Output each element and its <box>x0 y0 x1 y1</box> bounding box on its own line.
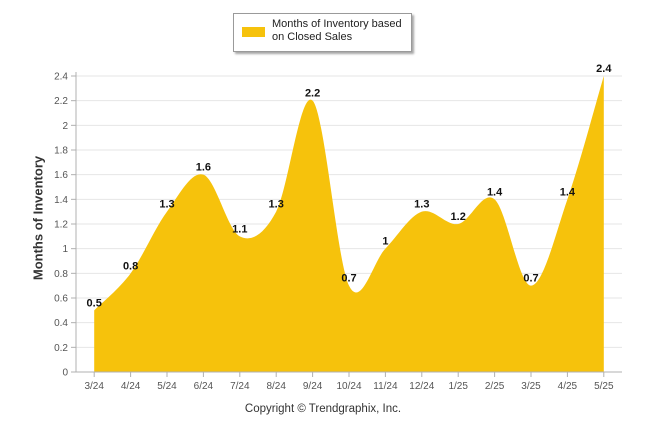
legend-swatch <box>242 27 265 37</box>
y-tick-label: 0.8 <box>54 269 68 280</box>
x-tick-label: 4/25 <box>558 381 578 392</box>
x-tick-label: 6/24 <box>194 381 214 392</box>
x-tick-label: 2/25 <box>485 381 505 392</box>
legend[interactable]: Months of Inventory based on Closed Sale… <box>233 13 412 52</box>
y-tick-label: 1.2 <box>54 220 68 231</box>
y-tick-label: 0 <box>62 368 68 379</box>
y-tick-label: 1 <box>62 244 68 255</box>
y-tick-label: 1.4 <box>54 195 68 206</box>
y-tick-label: 0.4 <box>54 318 68 329</box>
data-label: 0.8 <box>123 260 138 272</box>
copyright-footer: Copyright © Trendgraphix, Inc. <box>244 403 402 415</box>
x-tick-label: 1/25 <box>448 381 468 392</box>
data-label: 2.4 <box>596 63 612 75</box>
data-label: 0.7 <box>341 273 356 285</box>
x-tick-label: 8/24 <box>266 381 286 392</box>
legend-label: Months of Inventory based on Closed Sale… <box>272 18 402 43</box>
y-tick-labels: 0 0.2 0.4 0.6 0.8 1 1.2 1.4 1.6 1.8 2 2.2 2.4 <box>54 72 68 379</box>
y-tick-label: 2.2 <box>54 96 68 107</box>
y-tick-label: 0.6 <box>54 294 68 305</box>
x-tick-label: 9/24 <box>303 381 323 392</box>
x-tick-label: 7/24 <box>230 381 250 392</box>
data-label: 1.3 <box>269 199 284 211</box>
x-tick-label: 4/24 <box>121 381 141 392</box>
y-tick-label: 0.2 <box>54 343 68 354</box>
data-label: 1.1 <box>232 223 247 235</box>
data-label: 1.4 <box>560 186 576 198</box>
x-tick-label: 5/24 <box>157 381 177 392</box>
data-label: 0.7 <box>523 273 538 285</box>
data-label: 1.2 <box>451 211 466 223</box>
data-label: 2.2 <box>305 88 320 100</box>
y-tick-label: 1.6 <box>54 170 68 181</box>
x-tick-label: 12/24 <box>409 381 434 392</box>
x-tick-label: 3/25 <box>521 381 541 392</box>
x-tick-label: 10/24 <box>336 381 361 392</box>
y-axis-title: Months of Inventory <box>30 155 46 281</box>
data-labels: 0.5 0.8 1.3 1.6 1.1 1.3 2.2 0.7 1 1.3 1.2 1.4 0.7 1.4… <box>87 63 613 309</box>
data-label: 1.3 <box>414 199 429 211</box>
data-label: 1.3 <box>159 199 174 211</box>
data-label: 1.6 <box>196 162 211 174</box>
data-label: 0.5 <box>87 297 102 309</box>
data-label: 1 <box>382 236 388 248</box>
x-tick-label: 5/25 <box>594 381 614 392</box>
y-tick-label: 2 <box>62 121 68 132</box>
x-tick-label: 3/24 <box>84 381 104 392</box>
x-tick-label: 11/24 <box>373 381 398 392</box>
area-series <box>94 76 604 372</box>
data-label: 1.4 <box>487 186 503 198</box>
y-tick-label: 2.4 <box>54 72 68 83</box>
x-tick-labels: 3/24 4/24 5/24 6/24 7/24 8/24 9/24 10/24 11/24 12… <box>84 372 614 392</box>
y-tick-label: 1.8 <box>54 146 68 157</box>
area-series-fill <box>94 76 604 372</box>
